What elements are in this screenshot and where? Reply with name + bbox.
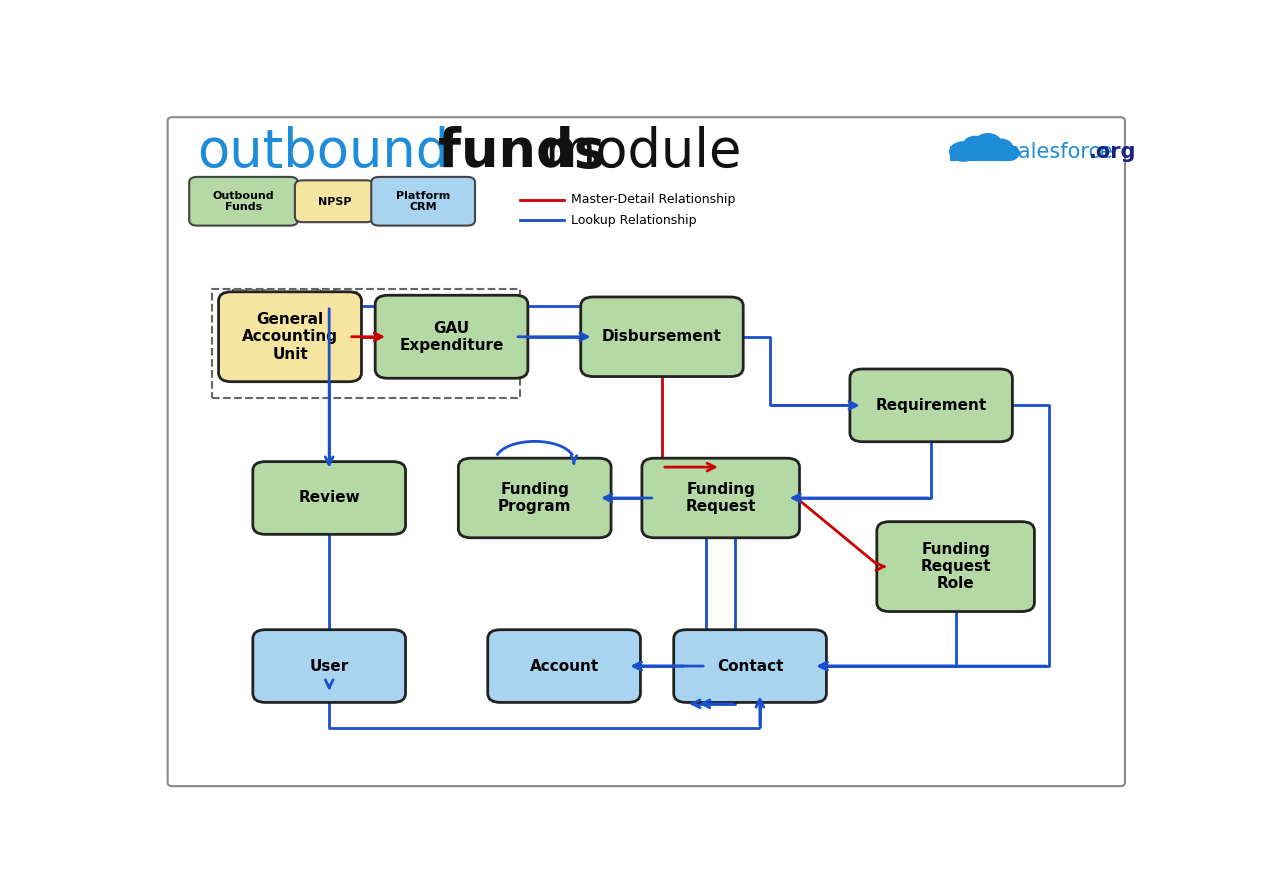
Text: Platform
CRM: Platform CRM: [397, 191, 451, 212]
FancyBboxPatch shape: [253, 630, 405, 702]
Text: Requirement: Requirement: [875, 398, 986, 413]
Text: funds: funds: [438, 126, 605, 177]
FancyBboxPatch shape: [850, 369, 1013, 442]
Text: salesforce: salesforce: [1008, 142, 1114, 161]
Text: Disbursement: Disbursement: [602, 330, 722, 344]
FancyBboxPatch shape: [673, 630, 826, 702]
FancyBboxPatch shape: [168, 118, 1125, 786]
FancyBboxPatch shape: [253, 462, 405, 535]
FancyBboxPatch shape: [877, 521, 1034, 611]
FancyBboxPatch shape: [189, 177, 298, 225]
Circle shape: [950, 142, 978, 161]
Text: module: module: [544, 126, 741, 177]
Circle shape: [964, 136, 986, 153]
Text: NPSP: NPSP: [318, 197, 351, 207]
Text: .org: .org: [1089, 142, 1137, 161]
FancyBboxPatch shape: [218, 292, 361, 381]
Text: General
Accounting
Unit: General Accounting Unit: [242, 312, 338, 362]
FancyBboxPatch shape: [581, 297, 743, 377]
FancyBboxPatch shape: [642, 458, 799, 538]
FancyBboxPatch shape: [458, 458, 611, 538]
FancyBboxPatch shape: [294, 180, 374, 222]
Text: Review: Review: [298, 490, 360, 505]
Text: User: User: [309, 658, 349, 674]
Text: Contact: Contact: [717, 658, 783, 674]
Circle shape: [989, 139, 1013, 156]
Text: Outbound
Funds: Outbound Funds: [212, 191, 274, 212]
Text: Master-Detail Relationship: Master-Detail Relationship: [571, 193, 735, 206]
Circle shape: [998, 145, 1019, 160]
Text: Funding
Request
Role: Funding Request Role: [921, 542, 991, 592]
Text: Funding
Program: Funding Program: [498, 482, 571, 514]
FancyBboxPatch shape: [950, 146, 1008, 161]
Text: GAU
Expenditure: GAU Expenditure: [399, 321, 504, 353]
FancyBboxPatch shape: [375, 295, 528, 379]
Text: Funding
Request: Funding Request: [686, 482, 757, 514]
FancyBboxPatch shape: [371, 177, 475, 225]
Text: Lookup Relationship: Lookup Relationship: [571, 214, 696, 226]
Circle shape: [975, 134, 1000, 151]
Text: NPSP Extension Package: NPSP Extension Package: [231, 289, 359, 298]
FancyBboxPatch shape: [488, 630, 640, 702]
Text: outbound: outbound: [197, 126, 450, 177]
Text: Account: Account: [529, 658, 599, 674]
